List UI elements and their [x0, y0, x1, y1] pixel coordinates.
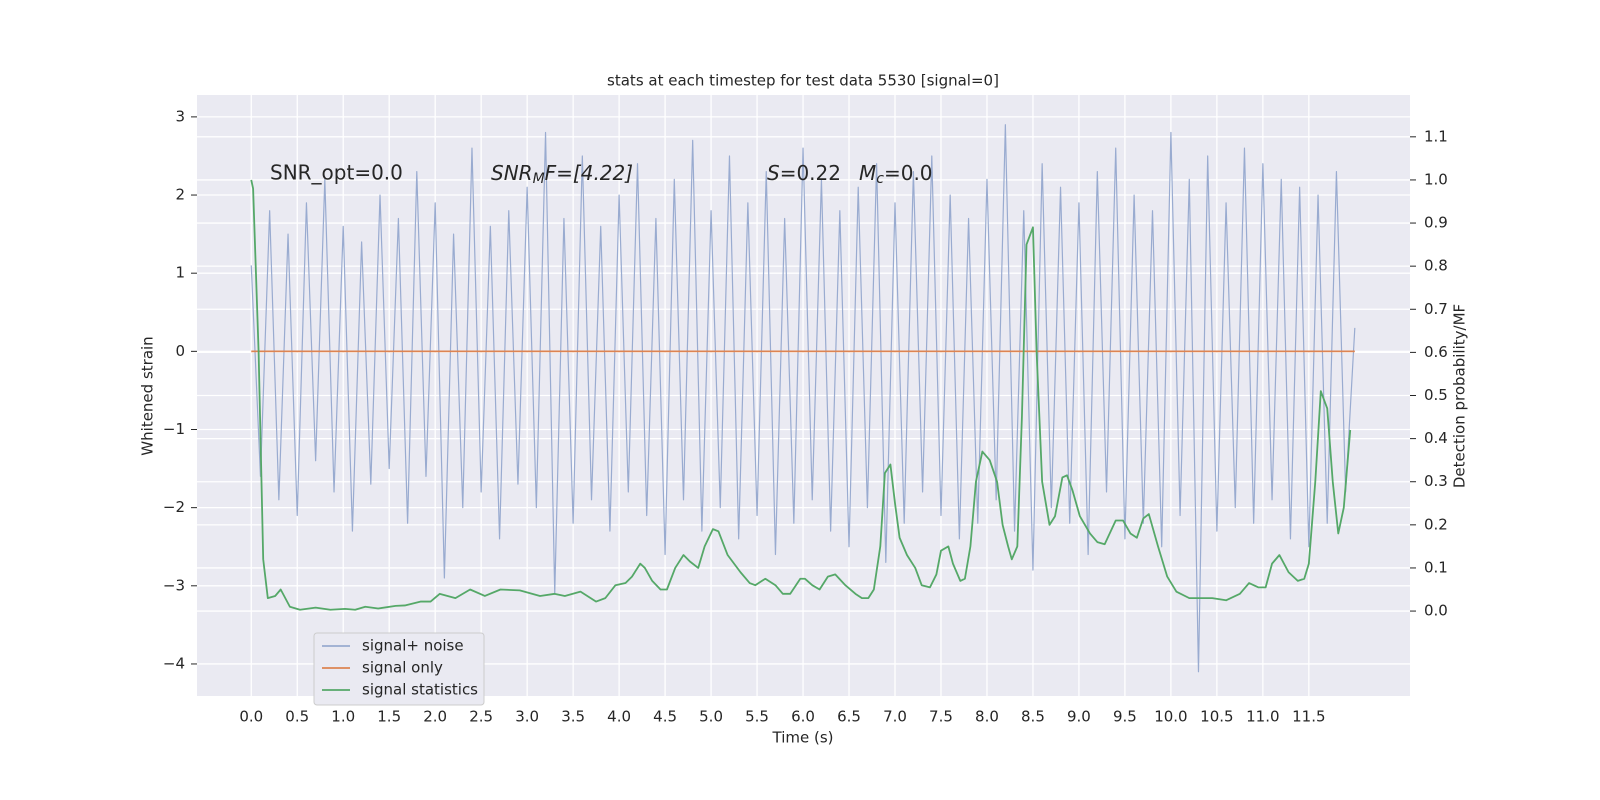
y2-tick-label: 0.9 [1424, 214, 1448, 232]
x-tick-label: 7.5 [929, 708, 953, 726]
y-tick-label: −2 [163, 498, 185, 516]
x-tick-label: 0.5 [285, 708, 309, 726]
x-tick-label: 8.0 [975, 708, 999, 726]
legend: signal+ noise signal only signal statistic… [313, 632, 485, 706]
series-line [250, 179, 1352, 611]
annotation: SNRMF=[4.22] [491, 161, 633, 188]
y-axis-label: Whitened strain [139, 336, 157, 455]
legend-label: signal only [362, 659, 443, 677]
x-tick-label: 10.5 [1200, 708, 1233, 726]
y-tick-label: −4 [163, 654, 185, 672]
y2-tick-label: 1.0 [1424, 170, 1448, 188]
annotation-part: F=[4.22] [545, 161, 633, 185]
y2-tick-label: 0.6 [1424, 343, 1448, 361]
x-tick-label: 8.5 [1021, 708, 1045, 726]
annotation-part: SNR [491, 161, 533, 185]
x-tick-label: 0.0 [239, 708, 263, 726]
y-tick-label: 1 [175, 264, 185, 282]
x-tick-label: 3.0 [515, 708, 539, 726]
y2-tick-label: 0.5 [1424, 386, 1448, 404]
y2-tick-label: 0.7 [1424, 300, 1448, 318]
y2-tick-label: 0.2 [1424, 515, 1448, 533]
marks [250, 124, 1356, 673]
x-tick-label: 1.5 [377, 708, 401, 726]
annotation: SNR_opt=0.0 [270, 161, 403, 185]
legend-label: signal statistics [362, 681, 478, 699]
x-tick-label: 4.0 [607, 708, 631, 726]
annotation: Mc=0.0 [859, 161, 933, 188]
x-tick-label: 6.0 [791, 708, 815, 726]
legend-box [313, 632, 485, 706]
annotation: S=0.22 [767, 161, 841, 185]
y-tick-label: 3 [175, 107, 185, 125]
y-tick-label: −1 [163, 420, 185, 438]
y-tick-label: 2 [175, 186, 185, 204]
x-tick-label: 4.5 [653, 708, 677, 726]
annotation-part: M [859, 161, 876, 185]
y-tick-label: −3 [163, 576, 185, 594]
series-line [250, 124, 1356, 673]
x-tick-label: 2.0 [423, 708, 447, 726]
x-tick-label: 11.0 [1246, 708, 1279, 726]
y2-tick-label: 1.1 [1424, 127, 1448, 145]
annotation-part: M [533, 171, 545, 187]
chart-title: stats at each timestep for test data 553… [607, 72, 999, 90]
x-tick-label: 5.5 [745, 708, 769, 726]
x-tick-label: 1.0 [331, 708, 355, 726]
annotation-part: c [876, 171, 884, 187]
y2-tick-label: 0.0 [1424, 602, 1448, 620]
x-tick-label: 9.5 [1113, 708, 1137, 726]
x-tick-label: 11.5 [1292, 708, 1325, 726]
x-tick-label: 9.0 [1067, 708, 1091, 726]
y2-tick-label: 0.1 [1424, 558, 1448, 576]
y2-tick-label: 0.4 [1424, 429, 1448, 447]
annotation-part: =0.0 [884, 161, 933, 185]
axes: 0.0 0.5 1.0 1.5 2.0 2.5 3.0 3.5 4.0 4.5 5.0 5.5 6.0 6… [163, 107, 1448, 725]
annotation-part: =0.22 [780, 161, 841, 185]
y2-tick-label: 0.3 [1424, 472, 1448, 490]
y2-tick-label: 0.8 [1424, 257, 1448, 275]
x-tick-label: 2.5 [469, 708, 493, 726]
x-tick-label: 5.0 [699, 708, 723, 726]
annotation-part: S [767, 161, 780, 185]
y2-axis-label: Detection probability/MF [1451, 304, 1469, 488]
x-tick-label: 10.0 [1154, 708, 1187, 726]
y-tick-label: 0 [175, 342, 185, 360]
x-tick-label: 7.0 [883, 708, 907, 726]
legend-label: signal+ noise [362, 637, 464, 655]
x-tick-label: 6.5 [837, 708, 861, 726]
x-axis-label: Time (s) [772, 729, 834, 747]
x-tick-label: 3.5 [561, 708, 585, 726]
